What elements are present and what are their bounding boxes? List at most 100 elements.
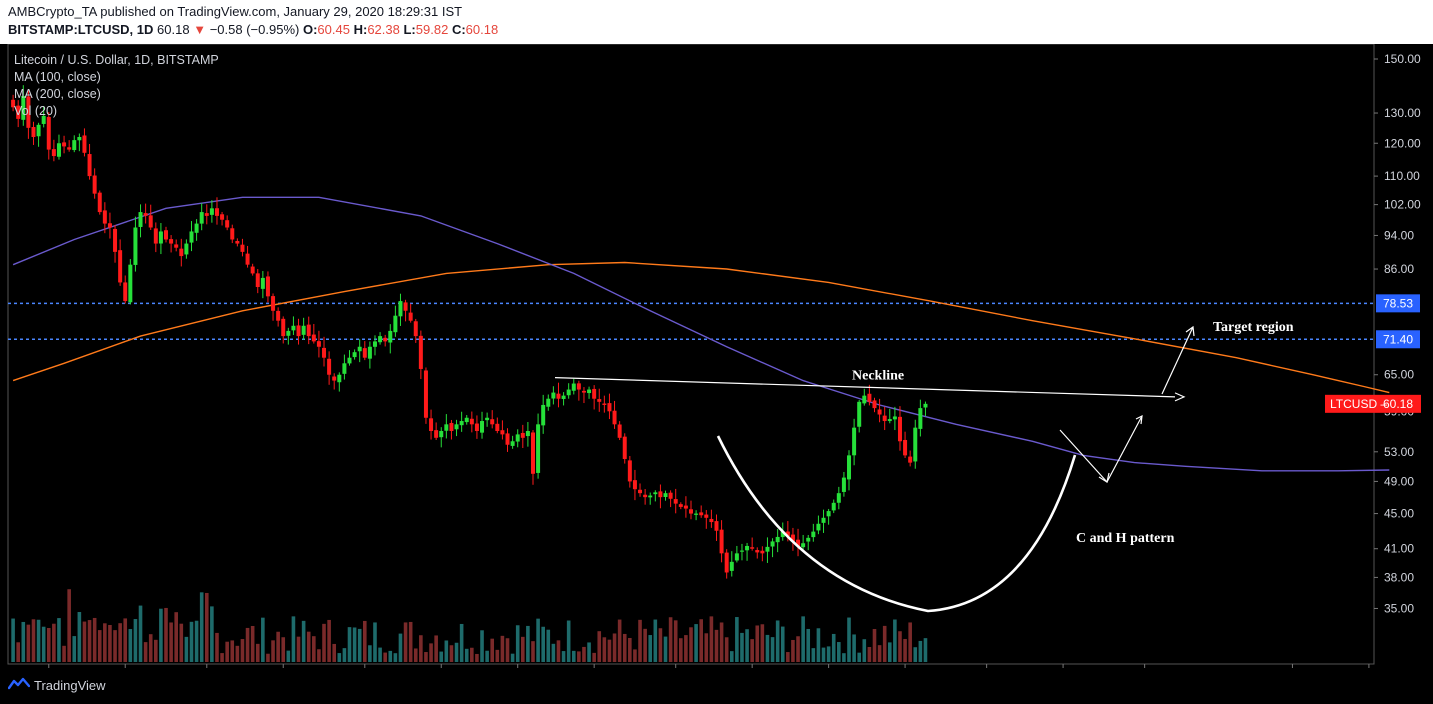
candle-body [546, 398, 551, 407]
candle-body [801, 543, 806, 548]
candle-body [357, 346, 362, 352]
candle-body [383, 337, 388, 342]
candle-body [153, 228, 158, 244]
candle-body [485, 417, 490, 421]
candle-body [352, 352, 357, 358]
volume-bar [821, 647, 826, 662]
candle-body [617, 424, 622, 438]
volume-bar [526, 625, 530, 662]
volume-bar [103, 623, 107, 662]
cup-arc [716, 435, 1077, 613]
candle-body [862, 395, 867, 404]
candle-body [36, 124, 41, 137]
candle-body [439, 431, 444, 438]
level-tag [1376, 330, 1420, 349]
candle-body [561, 395, 566, 399]
candle-body [301, 325, 306, 335]
volume-bar [383, 652, 387, 662]
last-price: 60.18 [157, 22, 190, 37]
volume-bar [882, 625, 887, 662]
volume-bar [21, 621, 26, 662]
candle-body [46, 116, 51, 150]
candle-body [918, 408, 923, 429]
level-tag [1376, 294, 1420, 313]
candle-body [510, 441, 515, 446]
volume-bar [225, 641, 229, 662]
candle-body [444, 424, 449, 431]
candle-body [913, 427, 918, 462]
volume-bar [199, 592, 204, 662]
candle-body [796, 539, 801, 546]
volume-bar [154, 639, 158, 662]
candle-body [26, 96, 31, 128]
candle-body [780, 531, 785, 538]
volume-bar [780, 626, 785, 662]
candle-body [393, 315, 398, 333]
volume-bar [459, 623, 464, 662]
volume-bar [893, 619, 897, 662]
price-chart[interactable]: 150.00 130.00 120.00 110.00 102.00 94.00 86.00… [0, 44, 1433, 668]
volume-bar [679, 638, 683, 662]
candle-body [847, 455, 852, 480]
ohlc-line: BITSTAMP:LTCUSD, 1D 60.18 ▼ −0.58 (−0.95… [8, 22, 498, 37]
candle-body [434, 430, 439, 438]
volume-bar [398, 633, 403, 662]
volume-bar [786, 652, 790, 662]
candle-body [21, 95, 26, 120]
volume-bar [169, 622, 173, 662]
volume-bar [393, 653, 398, 662]
candle-body [790, 534, 795, 542]
volume-bar [831, 633, 836, 662]
candle-body [332, 376, 337, 381]
candle-body [281, 318, 286, 337]
volume-bar [67, 589, 71, 662]
volume-bar [266, 653, 270, 662]
candle-body [734, 553, 739, 561]
candle-body [505, 433, 510, 445]
candle-body [704, 514, 709, 518]
volume-bar [31, 619, 36, 662]
volume-bar [531, 641, 535, 662]
volume-bar [271, 640, 275, 662]
candle-body [62, 142, 67, 147]
volume-bar [877, 645, 882, 662]
candle-body [530, 432, 535, 474]
close-label: C: [451, 22, 466, 37]
candle-body [276, 310, 281, 321]
volume-bar [908, 622, 912, 662]
candle-body [220, 214, 225, 220]
candle-body [408, 312, 413, 321]
volume-bar [291, 616, 296, 662]
candle-body [729, 561, 734, 571]
candle-body [306, 324, 311, 337]
volume-bar [750, 639, 754, 662]
pattern-label: C and H pattern [1076, 531, 1175, 546]
candle-body [286, 330, 291, 336]
open-value: 60.45 [317, 22, 350, 37]
volume-bar [694, 624, 698, 662]
volume-bar [413, 648, 418, 662]
volume-bar [204, 592, 209, 662]
candle-body [464, 417, 469, 423]
volume-bar [541, 626, 545, 662]
candle-body [755, 550, 760, 553]
volume-bar [923, 638, 928, 662]
low-label: L: [403, 22, 416, 37]
volume-bar [887, 642, 892, 662]
candle-body [551, 392, 556, 399]
y-tick-label: 102.00 [1384, 198, 1421, 212]
candle-body [663, 493, 668, 497]
volume-bar [775, 620, 780, 662]
volume-bar [41, 626, 46, 662]
volume-bar [755, 625, 760, 662]
volume-bar [347, 627, 352, 662]
timeframe: 1D [136, 22, 154, 37]
candle-body [245, 253, 250, 265]
neckline [554, 377, 1176, 398]
candle-body [31, 127, 36, 138]
y-tick-label: 49.00 [1384, 474, 1414, 488]
volume-bar [342, 648, 347, 662]
candle-body [887, 419, 892, 422]
down-arrow-icon: ▼ [193, 22, 207, 37]
candle-body [342, 363, 347, 374]
